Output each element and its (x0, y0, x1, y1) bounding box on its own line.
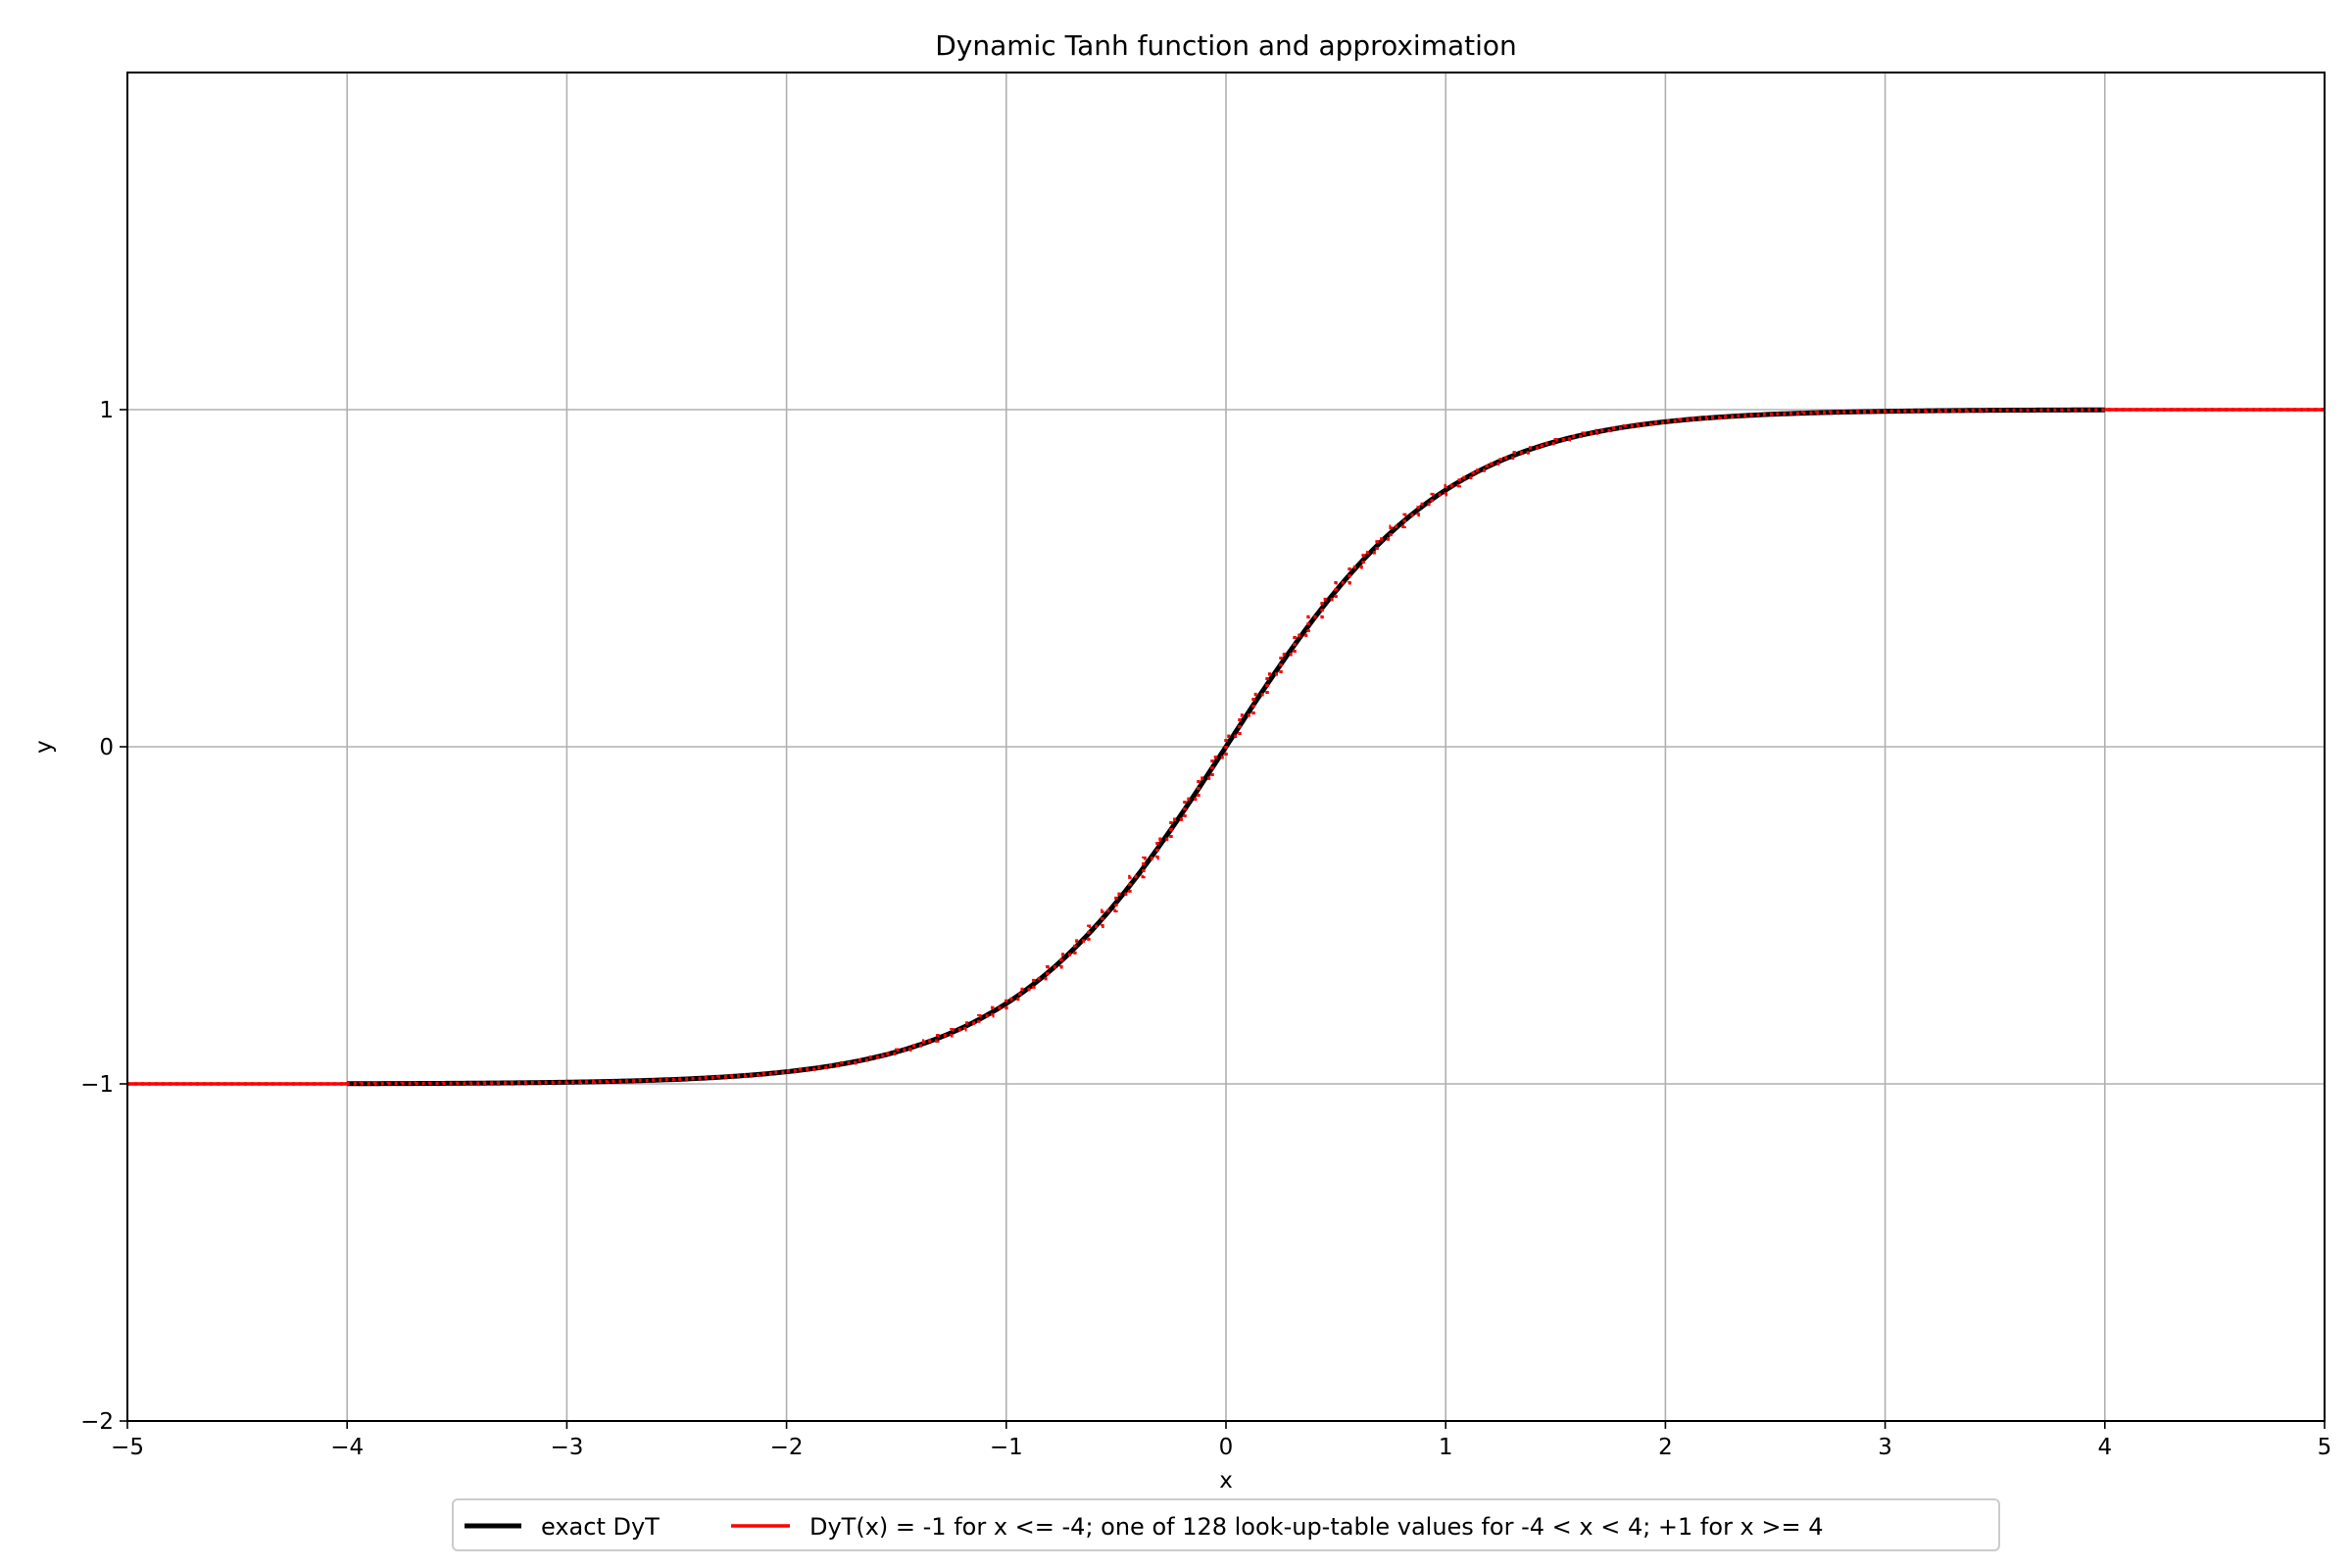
x-axis-ticks: −5 −4 −3 −2 −1 0 1 2 3 4 5 (111, 1421, 2331, 1460)
y-tick-label: 0 (99, 735, 114, 760)
y-tick-label: −2 (80, 1409, 114, 1435)
y-axis-ticks: −2 −1 0 1 (80, 398, 127, 1435)
x-tick-label: 5 (2318, 1435, 2332, 1460)
plot-lines (127, 407, 2325, 1087)
x-tick-label: −2 (770, 1435, 804, 1460)
x-tick-label: −1 (990, 1435, 1023, 1460)
legend: exact DyT DyT(x) = -1 for x <= -4; one o… (452, 1498, 2000, 1551)
legend-entry-approx: DyT(x) = -1 for x <= -4; one of 128 look… (809, 1513, 1824, 1541)
series-lut-approximation (127, 408, 2325, 1086)
legend-box (452, 1498, 2000, 1551)
x-tick-label: −3 (550, 1435, 583, 1460)
x-tick-label: 4 (2097, 1435, 2112, 1460)
chart-title: Dynamic Tanh function and approximation (935, 29, 1517, 62)
y-axis-label: y (31, 740, 57, 754)
x-tick-label: 0 (1219, 1435, 1234, 1460)
legend-entry-exact: exact DyT (541, 1513, 660, 1541)
x-tick-label: 1 (1439, 1435, 1453, 1460)
x-tick-label: 3 (1878, 1435, 1892, 1460)
x-tick-label: −5 (111, 1435, 144, 1460)
y-tick-label: 1 (99, 398, 114, 423)
x-tick-label: −4 (330, 1435, 364, 1460)
x-axis-label: x (1219, 1468, 1233, 1494)
x-tick-label: 2 (1658, 1435, 1673, 1460)
y-tick-label: −1 (80, 1072, 114, 1098)
